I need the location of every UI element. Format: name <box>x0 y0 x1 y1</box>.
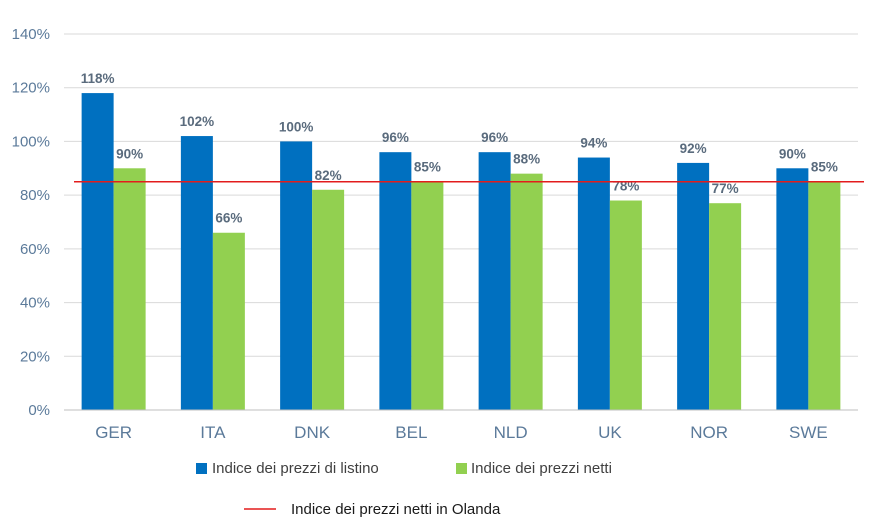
bar-bel-series-1 <box>379 152 412 410</box>
legend-label-netti: Indice dei prezzi netti <box>471 460 612 477</box>
data-label: 82% <box>315 168 342 183</box>
x-tick-label: DNK <box>294 423 331 442</box>
x-axis-tick-labels: GER ITA DNK BEL NLD UK NOR SWE <box>95 423 828 442</box>
bar-nor-series-1 <box>677 162 710 410</box>
x-tick-label: BEL <box>395 423 427 442</box>
bar-nor-series-2 <box>709 203 742 410</box>
data-label: 92% <box>680 141 707 156</box>
x-tick-label: UK <box>598 423 622 442</box>
bar-ger-series-1 <box>81 93 114 410</box>
bar-uk-series-1 <box>577 157 610 410</box>
legend-swatch-netti <box>456 463 467 474</box>
bar-bel-series-2 <box>411 181 444 410</box>
bar-ger-series-2 <box>113 168 146 410</box>
data-label: 96% <box>382 130 409 145</box>
x-tick-label: NOR <box>690 423 728 442</box>
bar-swe-series-2 <box>808 181 841 410</box>
y-tick-label: 40% <box>20 295 50 312</box>
y-axis-tick-labels: 0% 20% 40% 60% 80% 100% 120% 140% <box>12 26 50 419</box>
bar-ita-series-2 <box>212 232 245 410</box>
data-label: 85% <box>414 160 441 175</box>
y-tick-label: 80% <box>20 187 50 204</box>
legend: Indice dei prezzi di listino Indice dei … <box>196 460 612 518</box>
data-label: 66% <box>215 211 242 226</box>
bar-ita-series-1 <box>180 136 213 411</box>
y-tick-label: 60% <box>20 241 50 258</box>
data-label: 88% <box>513 152 540 167</box>
data-label: 90% <box>779 146 806 161</box>
y-tick-label: 100% <box>12 133 50 150</box>
bar-uk-series-2 <box>609 200 642 410</box>
y-tick-label: 20% <box>20 348 50 365</box>
x-tick-label: SWE <box>789 423 828 442</box>
y-tick-label: 120% <box>12 80 50 97</box>
y-tick-label: 0% <box>28 402 50 419</box>
bar-swe-series-1 <box>776 168 809 410</box>
data-label: 118% <box>81 71 115 86</box>
data-label: 85% <box>811 160 838 175</box>
x-tick-label: GER <box>95 423 132 442</box>
data-label: 78% <box>612 179 639 194</box>
bar-dnk-series-1 <box>280 141 313 410</box>
bar-dnk-series-2 <box>312 189 345 410</box>
data-label: 77% <box>712 181 739 196</box>
data-label: 102% <box>180 114 215 129</box>
legend-swatch-listino <box>196 463 207 474</box>
bar-nld-series-1 <box>478 152 511 410</box>
legend-label-listino: Indice dei prezzi di listino <box>212 460 379 477</box>
legend-label-reference-line: Indice dei prezzi netti in Olanda <box>291 501 501 518</box>
x-tick-label: ITA <box>200 423 226 442</box>
data-label: 94% <box>580 136 607 151</box>
data-label: 90% <box>116 146 143 161</box>
x-tick-label: NLD <box>494 423 528 442</box>
data-label: 96% <box>481 130 508 145</box>
data-label: 100% <box>279 119 314 134</box>
y-tick-label: 140% <box>12 26 50 43</box>
bars <box>81 93 841 411</box>
bar-nld-series-2 <box>510 173 543 410</box>
